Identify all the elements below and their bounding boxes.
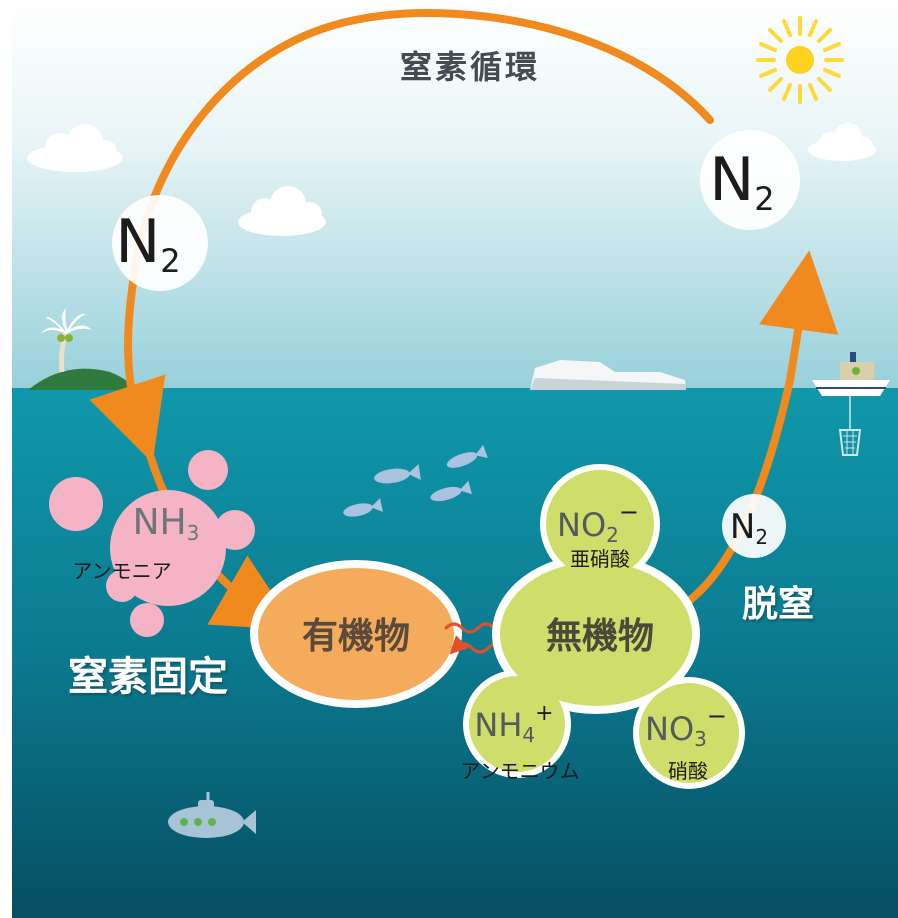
nh3-caption: アンモニア xyxy=(72,559,171,583)
nh4-caption: アンモニウム xyxy=(460,759,579,783)
nitrogen-fixation-label: 窒素固定 xyxy=(68,654,228,700)
inorganic-matter-label: 無機物 xyxy=(546,616,654,657)
no2-caption: 亜硝酸 xyxy=(570,547,630,571)
ship-icon xyxy=(812,352,890,456)
fish-icon xyxy=(430,480,472,502)
organic-matter-node xyxy=(250,560,462,708)
n2-small-circle xyxy=(722,494,786,558)
submarine-icon xyxy=(168,792,256,838)
fish-icon xyxy=(374,464,421,484)
inorganic-matter-node xyxy=(463,464,745,789)
fish-icon xyxy=(343,498,383,517)
diagram-title: 窒素循環 xyxy=(400,48,540,86)
nh4-label: NH4+ xyxy=(474,701,553,747)
iceberg-icon xyxy=(530,360,686,390)
sun-icon xyxy=(756,16,844,104)
cloud-icon xyxy=(27,124,123,172)
denitrification-label: 脱窒 xyxy=(742,584,814,625)
n2-left-label: N2 xyxy=(115,207,180,280)
n2-right-circle xyxy=(700,130,800,230)
n2-right-label: N2 xyxy=(709,145,774,218)
fish-icon xyxy=(446,444,488,468)
no2-label: NO2− xyxy=(557,498,639,547)
ammonia-bubble xyxy=(110,490,226,606)
cloud-icon xyxy=(808,123,876,161)
fish-school xyxy=(343,444,488,517)
nh3-label: NH3 xyxy=(133,502,200,545)
n2-small-label: N2 xyxy=(730,507,768,549)
no3-label: NO3− xyxy=(645,702,727,751)
no3-caption: 硝酸 xyxy=(668,759,708,783)
n2-left-circle xyxy=(112,195,208,291)
ammonia-cluster xyxy=(49,450,255,637)
cloud-icon xyxy=(238,186,326,236)
organic-matter-label: 有機物 xyxy=(302,616,410,657)
